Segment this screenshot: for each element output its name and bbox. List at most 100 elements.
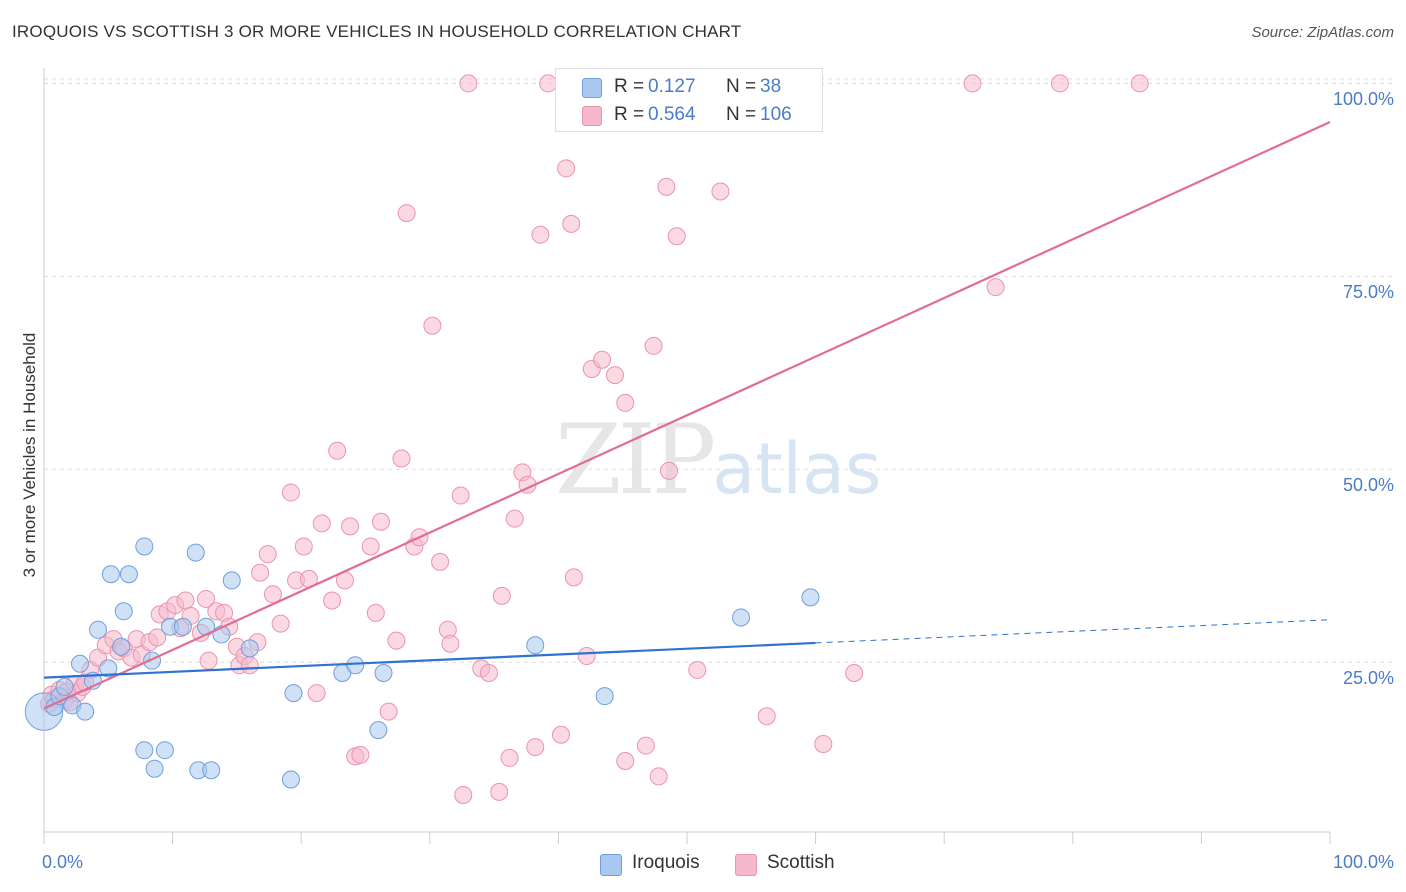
scottish-point	[492, 586, 511, 605]
iroquois-point	[145, 759, 164, 778]
iroquois-point	[374, 664, 393, 683]
n-label: N =	[726, 76, 757, 97]
scottish-point	[397, 204, 416, 223]
r-value: 0.564	[648, 104, 696, 125]
scottish-point	[986, 278, 1005, 297]
iroquois-point	[76, 702, 95, 721]
scottish-swatch	[582, 106, 602, 126]
scottish-point	[271, 614, 290, 633]
y-axis-label: 3 or more Vehicles in Household	[20, 332, 39, 578]
iroquois-point	[173, 617, 192, 636]
iroquois-point	[135, 741, 154, 760]
scottish-point	[197, 589, 216, 608]
iroquois-trend-extension	[815, 619, 1331, 644]
iroquois-point	[202, 761, 221, 780]
iroquois-point	[732, 608, 751, 627]
r-value: 0.127	[648, 76, 696, 97]
iroquois-point	[119, 565, 138, 584]
iroquois-point	[55, 677, 74, 696]
scottish-point	[312, 514, 331, 533]
scottish-point	[379, 702, 398, 721]
iroquois-swatch	[582, 78, 602, 98]
chart-title: IROQUOIS VS SCOTTISH 3 OR MORE VEHICLES …	[12, 22, 742, 41]
scottish-point	[500, 748, 519, 767]
scottish-point	[148, 628, 167, 647]
scottish-point	[328, 441, 347, 460]
scottish-point	[387, 631, 406, 650]
scottish-point	[657, 177, 676, 196]
iroquois-point	[99, 659, 118, 678]
iroquois-point	[101, 565, 120, 584]
stats-row-iroquois: R = 0.127 N = 38	[556, 73, 822, 101]
scottish-point	[1050, 74, 1069, 93]
iroquois-point	[155, 741, 174, 760]
scottish-point	[616, 752, 635, 771]
scottish-point	[711, 182, 730, 201]
scottish-point	[551, 725, 570, 744]
scottish-point	[605, 366, 624, 385]
iroquois-point	[346, 656, 365, 675]
scottish-point	[251, 563, 270, 582]
scottish-point	[562, 214, 581, 233]
scottish-point	[199, 651, 218, 670]
scottish-point	[490, 782, 509, 801]
iroquois-point	[71, 654, 90, 673]
scottish-point	[176, 591, 195, 610]
legend-label: Iroquois	[632, 852, 700, 873]
iroquois-point	[284, 684, 303, 703]
legend-label: Scottish	[767, 852, 835, 873]
n-label: N =	[726, 104, 757, 125]
scottish-points	[40, 74, 1149, 804]
scottish-point	[307, 684, 326, 703]
y-tick-label: 50.0%	[1342, 475, 1394, 496]
scottish-point	[479, 664, 498, 683]
scottish-point	[616, 393, 635, 412]
iroquois-legend-swatch	[600, 854, 622, 876]
scottish-point	[814, 735, 833, 754]
scottish-point	[423, 316, 442, 335]
scottish-point	[636, 736, 655, 755]
grid-lines	[44, 78, 1393, 663]
source-credit: Source: ZipAtlas.com	[1251, 24, 1394, 41]
scottish-point	[263, 585, 282, 604]
scottish-point	[451, 486, 470, 505]
stats-row-scottish: R = 0.564 N = 106	[556, 101, 822, 129]
y-tick-label: 100.0%	[1332, 89, 1394, 110]
scottish-point	[526, 738, 545, 757]
iroquois-point	[89, 620, 108, 639]
scottish-point	[557, 159, 576, 178]
iroquois-point	[595, 687, 614, 706]
scottish-point	[431, 552, 450, 571]
scottish-point	[659, 461, 678, 480]
iroquois-point	[801, 588, 820, 607]
y-tick-label: 75.0%	[1342, 282, 1394, 303]
scottish-point	[564, 568, 583, 587]
iroquois-point	[135, 537, 154, 556]
scottish-point	[294, 537, 313, 556]
iroquois-point	[112, 637, 131, 656]
iroquois-point	[114, 602, 133, 621]
scottish-point	[258, 545, 277, 564]
axes	[43, 68, 1331, 844]
scottish-point	[688, 660, 707, 679]
iroquois-point	[240, 639, 259, 658]
scottish-point	[371, 512, 390, 531]
iroquois-trend-line	[43, 641, 816, 679]
scottish-point	[361, 537, 380, 556]
scottish-point	[240, 656, 259, 675]
r-label: R =	[614, 76, 645, 97]
scottish-point	[459, 74, 478, 93]
scottish-point	[505, 509, 524, 528]
stats-box: R = 0.127 N = 38 R = 0.564 N = 106	[555, 68, 823, 132]
iroquois-point	[281, 770, 300, 789]
scottish-point	[441, 634, 460, 653]
scottish-point	[845, 664, 864, 683]
scottish-legend-swatch	[735, 854, 757, 876]
scottish-point	[454, 785, 473, 804]
scottish-point	[392, 449, 411, 468]
scottish-point	[577, 647, 596, 666]
iroquois-point	[222, 571, 241, 590]
x-tick-label-min: 0.0%	[42, 852, 84, 872]
iroquois-point	[369, 721, 388, 740]
iroquois-point	[186, 543, 205, 562]
